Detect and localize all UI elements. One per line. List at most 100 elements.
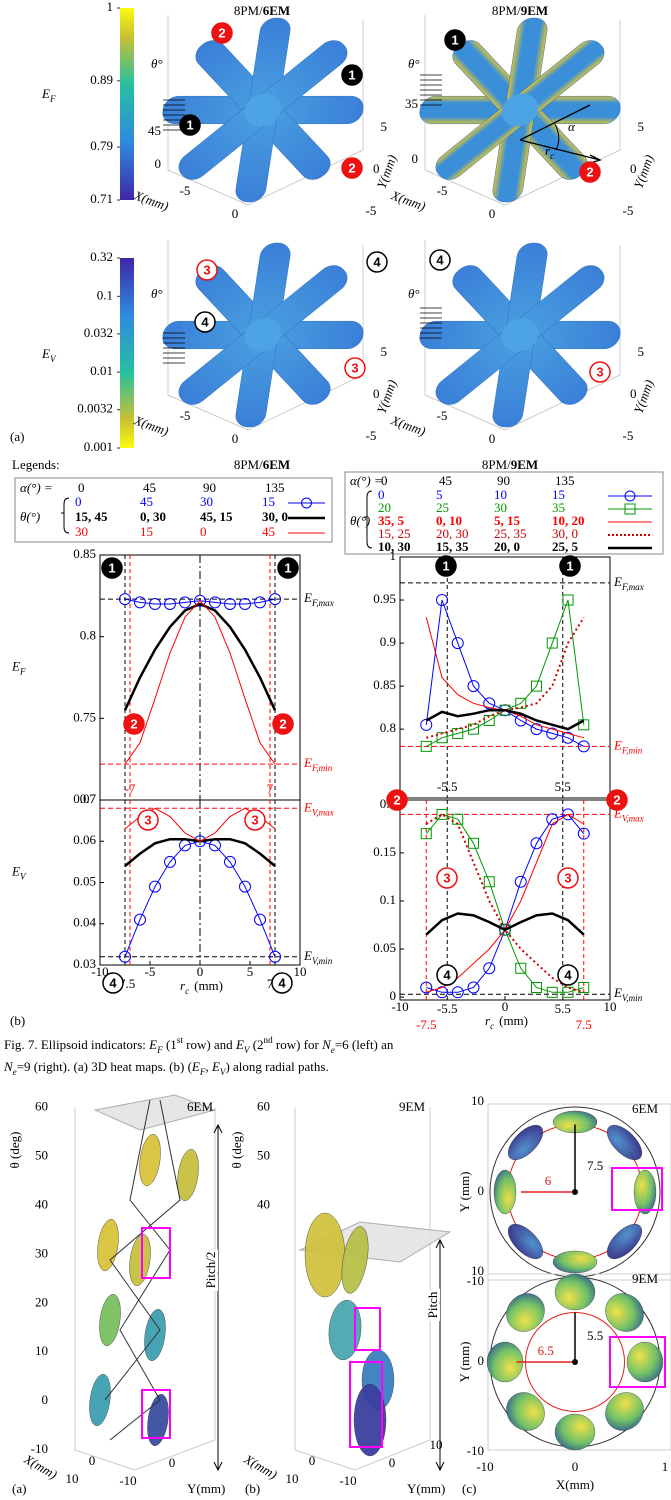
legend-cell: 30 [75, 524, 88, 539]
point [467, 680, 480, 693]
point [546, 986, 558, 998]
reference-hline-label-sub: F,max [621, 582, 644, 592]
x-axis-label: rc (mm) [180, 978, 223, 996]
reference-hline-label-main: E [303, 590, 312, 605]
row-label: EF [41, 86, 56, 104]
ellipsoid [554, 1413, 596, 1451]
callout-circle [196, 259, 218, 281]
y-tick-label: 0.7 [80, 791, 97, 806]
x-tick-label: 0 [489, 206, 496, 221]
legend-cell: 15 [262, 494, 275, 509]
reference-vline-label: -7 [125, 781, 136, 796]
point [224, 598, 236, 610]
x-axis-label: X(mm) [556, 1477, 594, 1492]
caption-run: E [191, 1059, 200, 1074]
y-axis-label-main: E [11, 863, 20, 878]
x-tick-label: -5 [437, 183, 448, 198]
point [254, 596, 266, 609]
point [530, 723, 543, 736]
y-tick-label: 0 [373, 161, 380, 176]
x-axis-label: rc (mm) [485, 1013, 528, 1031]
colorbar-tick-label: 1 [107, 0, 114, 14]
y-axis-label: EV [11, 863, 27, 881]
legend-cell: 20 [378, 500, 391, 515]
y-tick-label: 0.05 [73, 873, 96, 888]
panel-title: 8PM/6EM [234, 3, 290, 18]
callout-circle [271, 972, 293, 994]
callout-circle [344, 357, 366, 379]
point [483, 876, 495, 888]
caption-run: =9 (right). (a) 3D heat maps. (b) ( [17, 1059, 192, 1074]
x-tick-label: -5 [180, 408, 191, 423]
legend-alpha: 45 [439, 473, 452, 488]
panel-title: 9EM [632, 1271, 658, 1286]
x-tick-label: -10 [91, 964, 108, 979]
reference-hline-label: EV,min [613, 985, 643, 1003]
legend-cell: 0 [378, 487, 385, 502]
ellipsoid [552, 1250, 598, 1274]
panel-title-em: 9EM [521, 3, 548, 18]
x-tick-label: 0 [572, 1459, 579, 1474]
y-tick-label: 0.75 [73, 709, 96, 724]
ellipsoid [139, 1134, 161, 1186]
reference-hline-label-main: E [613, 985, 622, 1000]
legend-cell: 45, 15 [200, 509, 233, 524]
x-tick-label: 0 [309, 1453, 316, 1468]
callout-number: 3 [351, 360, 358, 375]
legend-alpha-label: α(°) = [350, 473, 383, 488]
theta-tick-label: 0 [412, 151, 419, 166]
colorbar-tick-label: 0.032 [84, 325, 113, 340]
point [483, 715, 495, 727]
x-tick-label: 10 [604, 999, 617, 1014]
point [420, 828, 432, 840]
y-tick-label: 10 [471, 1263, 484, 1278]
x-axis-label-sub: c [185, 986, 189, 996]
callout-number: 3 [251, 812, 258, 827]
legend-box [14, 477, 333, 543]
colorbar-tick-label: 0.01 [90, 363, 113, 378]
legend-cell: 5, 15 [494, 513, 521, 528]
highlight-box [349, 1361, 383, 1448]
y-tick-label: 5 [381, 119, 388, 134]
theta-label: θ° [408, 56, 420, 71]
callout-circle [341, 157, 363, 179]
pitch-label: Pitch/2 [203, 1252, 218, 1289]
heatmap [419, 242, 621, 428]
legend-brace [364, 490, 373, 549]
caption-run: nd [264, 1035, 274, 1045]
ellipsoid [493, 1169, 517, 1215]
reference-hline-label-sub: F,max [311, 598, 334, 608]
legend-marker [624, 490, 636, 502]
y-tick-label: -10 [467, 1273, 484, 1288]
pitch-arrow [213, 1123, 223, 1472]
y-tick-label: 0 [630, 161, 637, 176]
ellipsoid [605, 1392, 644, 1431]
callout-circle [436, 867, 458, 889]
ellipsoid [304, 1212, 346, 1298]
y-tick-label: 0 [389, 1455, 396, 1470]
reference-vline-label: 5.5 [555, 1001, 571, 1016]
ellipsoid [605, 1293, 644, 1332]
legend-marker [301, 497, 312, 509]
x-axis-label-main: r [485, 1013, 491, 1028]
y-tick-label: 0.15 [373, 844, 396, 859]
ellipsoid [626, 1341, 664, 1383]
point [562, 594, 574, 606]
legend-theta-label: θ(°) [20, 509, 40, 524]
callout-number: 4 [109, 975, 117, 990]
y-tick-label: -5 [366, 203, 377, 218]
reference-vline-label: -5.5 [437, 779, 458, 794]
point [468, 723, 479, 735]
legend-alpha: 0 [381, 473, 388, 488]
callout-circle [137, 809, 159, 831]
z-tick-label: 40 [35, 1196, 48, 1211]
panel-title-em: 6EM [263, 3, 290, 18]
y-tick-label: 0.05 [373, 940, 396, 955]
point [452, 813, 464, 825]
reference-hline-label-main: E [303, 799, 312, 814]
theta-label: θ° [151, 286, 163, 301]
reference-hline-label: EV,max [613, 805, 644, 823]
x-tick-label: -10 [476, 1459, 493, 1474]
x-axis-label-tail: (mm) [194, 978, 223, 993]
point [468, 837, 479, 849]
